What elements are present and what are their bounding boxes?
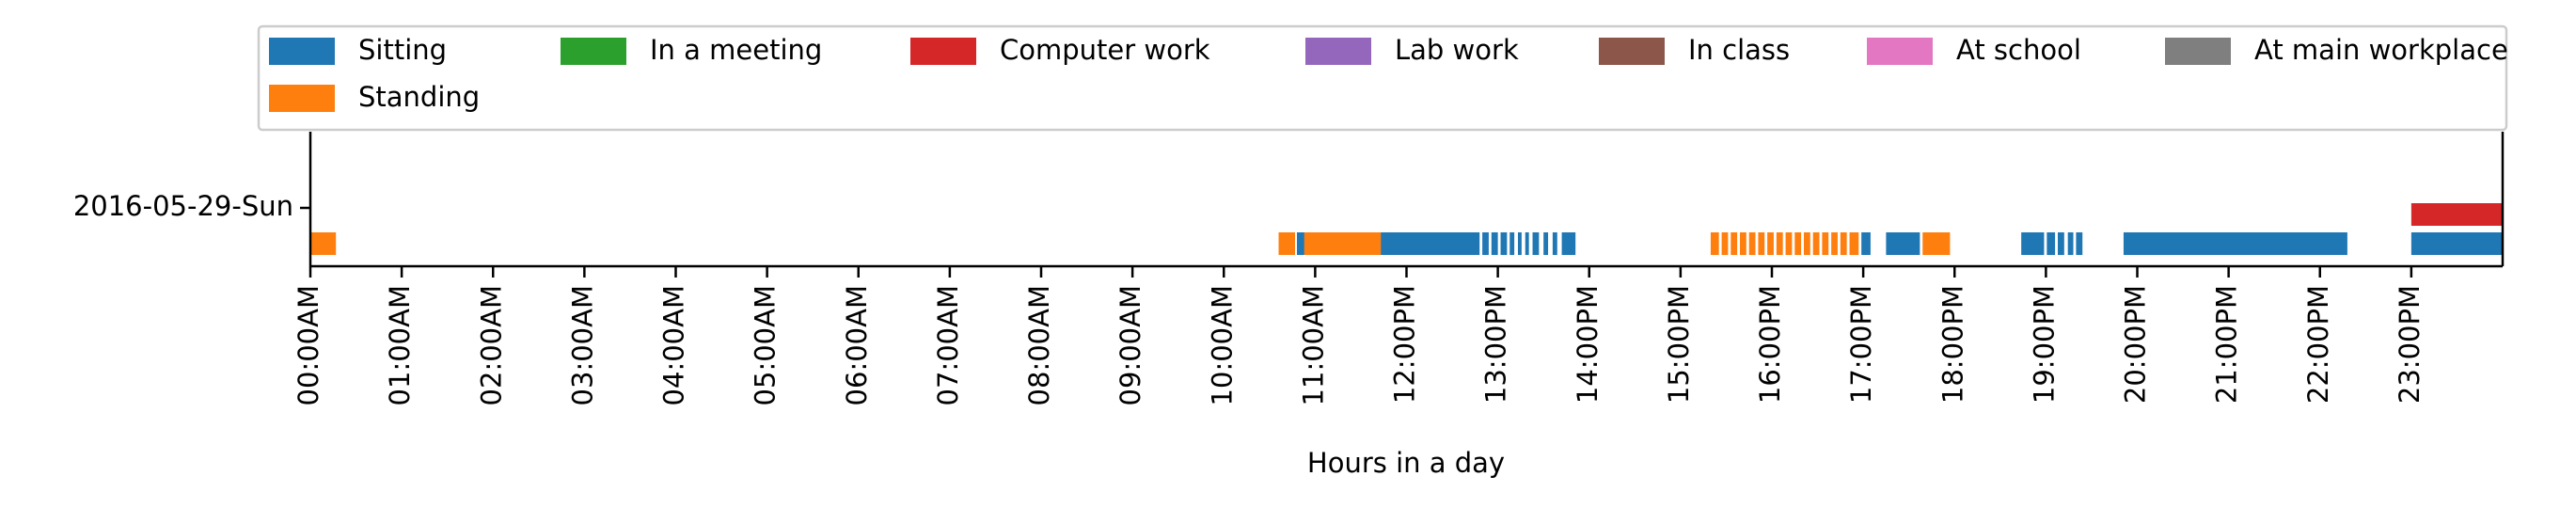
x-tick-label: 10:00AM [1206,285,1238,405]
x-tick-label: 18:00PM [1936,285,1968,404]
x-tick-label: 21:00PM [2211,285,2243,404]
x-tick-label: 14:00PM [1572,285,1604,404]
bar-standing [1812,232,1820,255]
bar-sitting [1296,232,1306,255]
bar-sitting [1517,232,1522,255]
bar-sitting [2021,232,2045,255]
bar-sitting [1482,232,1489,255]
x-tick-label: 05:00AM [750,285,782,405]
bar-sitting [1491,232,1498,255]
x-tick-label: 13:00PM [1480,285,1512,404]
legend-swatch-in-a-meeting [561,38,626,65]
bar-standing [1748,232,1756,255]
legend-swatch-in-class [1599,38,1665,65]
bar-sitting [1532,232,1540,255]
x-tick-label: 04:00AM [658,285,690,405]
bar-computer-work [2410,203,2503,226]
bar-sitting [2047,232,2056,255]
bar-sitting [2410,232,2503,255]
x-tick-label: 22:00PM [2302,285,2334,404]
bar-sitting [1509,232,1515,255]
legend-swatch-sitting [269,38,335,65]
bar-standing [1776,232,1783,255]
bar-standing [1740,232,1746,255]
bar-sitting [2076,232,2083,255]
bar-standing [310,232,337,255]
x-tick-label: 17:00PM [1845,285,1877,404]
x-axis-label: Hours in a day [1307,447,1505,479]
legend-swatch-computer-work [910,38,976,65]
bar-sitting [2058,232,2064,255]
bar-sitting [1861,232,1871,255]
bar-standing [1710,232,1719,255]
bar-standing [1803,232,1810,255]
bar-standing [1849,232,1859,255]
x-tick-label: 16:00PM [1754,285,1786,404]
x-tick-label: 02:00AM [475,285,507,405]
bar-standing [1840,232,1847,255]
bar-sitting [2067,232,2074,255]
bar-sitting [1561,232,1576,255]
legend-frame [257,24,2508,132]
bar-sitting [1500,232,1508,255]
bar-standing [1767,232,1774,255]
legend-label-at-main-workplace: At main workplace [2254,34,2508,66]
bar-sitting [1379,232,1480,255]
legend-swatch-at-main-workplace [2165,38,2231,65]
legend: Sitting Standing In a meeting Computer work… [257,24,2508,132]
legend-label-sitting: Sitting [358,34,447,66]
bar-sitting [1525,232,1529,255]
x-tick-label: 00:00AM [292,285,324,405]
x-tick-label: 07:00AM [932,285,964,405]
x-tick-label: 01:00AM [384,285,416,405]
legend-label-standing: Standing [358,81,480,113]
legend-label-in-class: In class [1688,34,1790,66]
bar-sitting [2123,232,2347,255]
bar-standing [1822,232,1829,255]
x-tick-label: 06:00AM [841,285,873,405]
bar-sitting [1552,232,1557,255]
legend-swatch-at-school [1867,38,1933,65]
bar-sitting [1886,232,1920,255]
legend-label-at-school: At school [1956,34,2081,66]
x-tick-label: 20:00PM [2120,285,2152,404]
legend-swatch-standing [269,85,335,112]
activity-bars [310,203,2503,255]
legend-label-in-a-meeting: In a meeting [650,34,822,66]
bar-sitting [1543,232,1549,255]
bar-standing [1831,232,1838,255]
x-tick-label: 19:00PM [2028,285,2060,404]
x-tick-label: 15:00PM [1663,285,1695,404]
x-tick-label: 08:00AM [1023,285,1055,405]
x-tick-label: 23:00PM [2394,285,2426,404]
bar-standing [1785,232,1793,255]
x-axis-ticks: 00:00AM 01:00AM 02:00AM 03:00AM 04:00AM 05:00… [292,266,2426,405]
x-tick-label: 09:00AM [1114,285,1146,405]
bar-standing [1922,232,1951,255]
x-tick-label: 11:00AM [1297,285,1329,405]
bar-standing [1721,232,1729,255]
bar-standing [1304,232,1382,255]
legend-label-computer-work: Computer work [1000,34,1210,66]
bar-standing [1758,232,1765,255]
legend-swatch-lab-work [1305,38,1371,65]
x-tick-label: 03:00AM [566,285,598,405]
x-tick-label: 12:00PM [1389,285,1421,404]
legend-label-lab-work: Lab work [1395,34,1519,66]
bar-standing [1278,232,1296,255]
plot-area: 2016-05-29-Sun 00:00AM 01:00AM 02:00AM 03:0… [73,132,2505,479]
bar-standing [1794,232,1802,255]
bar-standing [1731,232,1738,255]
y-tick-label-date: 2016-05-29-Sun [73,190,293,222]
